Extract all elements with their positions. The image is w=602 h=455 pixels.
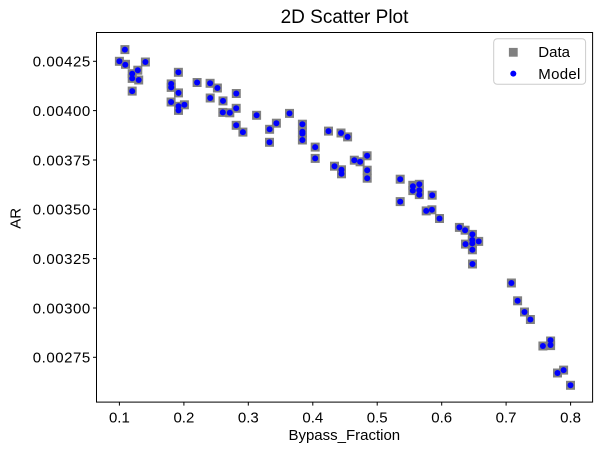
svg-text:0.5: 0.5 [367,410,388,427]
svg-text:0.00300: 0.00300 [33,300,91,317]
svg-text:0.3: 0.3 [238,410,259,427]
svg-text:0.8: 0.8 [560,410,581,427]
svg-text:0.00425: 0.00425 [33,54,91,71]
svg-text:0.00350: 0.00350 [33,202,91,219]
svg-text:2D Scatter Plot: 2D Scatter Plot [281,7,409,28]
svg-text:Model: Model [538,66,580,83]
svg-text:0.7: 0.7 [496,410,517,427]
svg-text:0.6: 0.6 [431,410,452,427]
svg-text:AR: AR [7,208,24,229]
svg-text:0.00275: 0.00275 [33,350,91,367]
svg-text:0.00400: 0.00400 [33,103,91,120]
svg-text:0.00375: 0.00375 [33,152,91,169]
svg-text:0.1: 0.1 [109,410,130,427]
svg-text:0.00325: 0.00325 [33,251,91,268]
svg-text:Data: Data [538,44,570,61]
svg-text:0.4: 0.4 [302,410,323,427]
svg-text:0.2: 0.2 [173,410,194,427]
svg-text:Bypass_Fraction: Bypass_Fraction [288,427,400,444]
